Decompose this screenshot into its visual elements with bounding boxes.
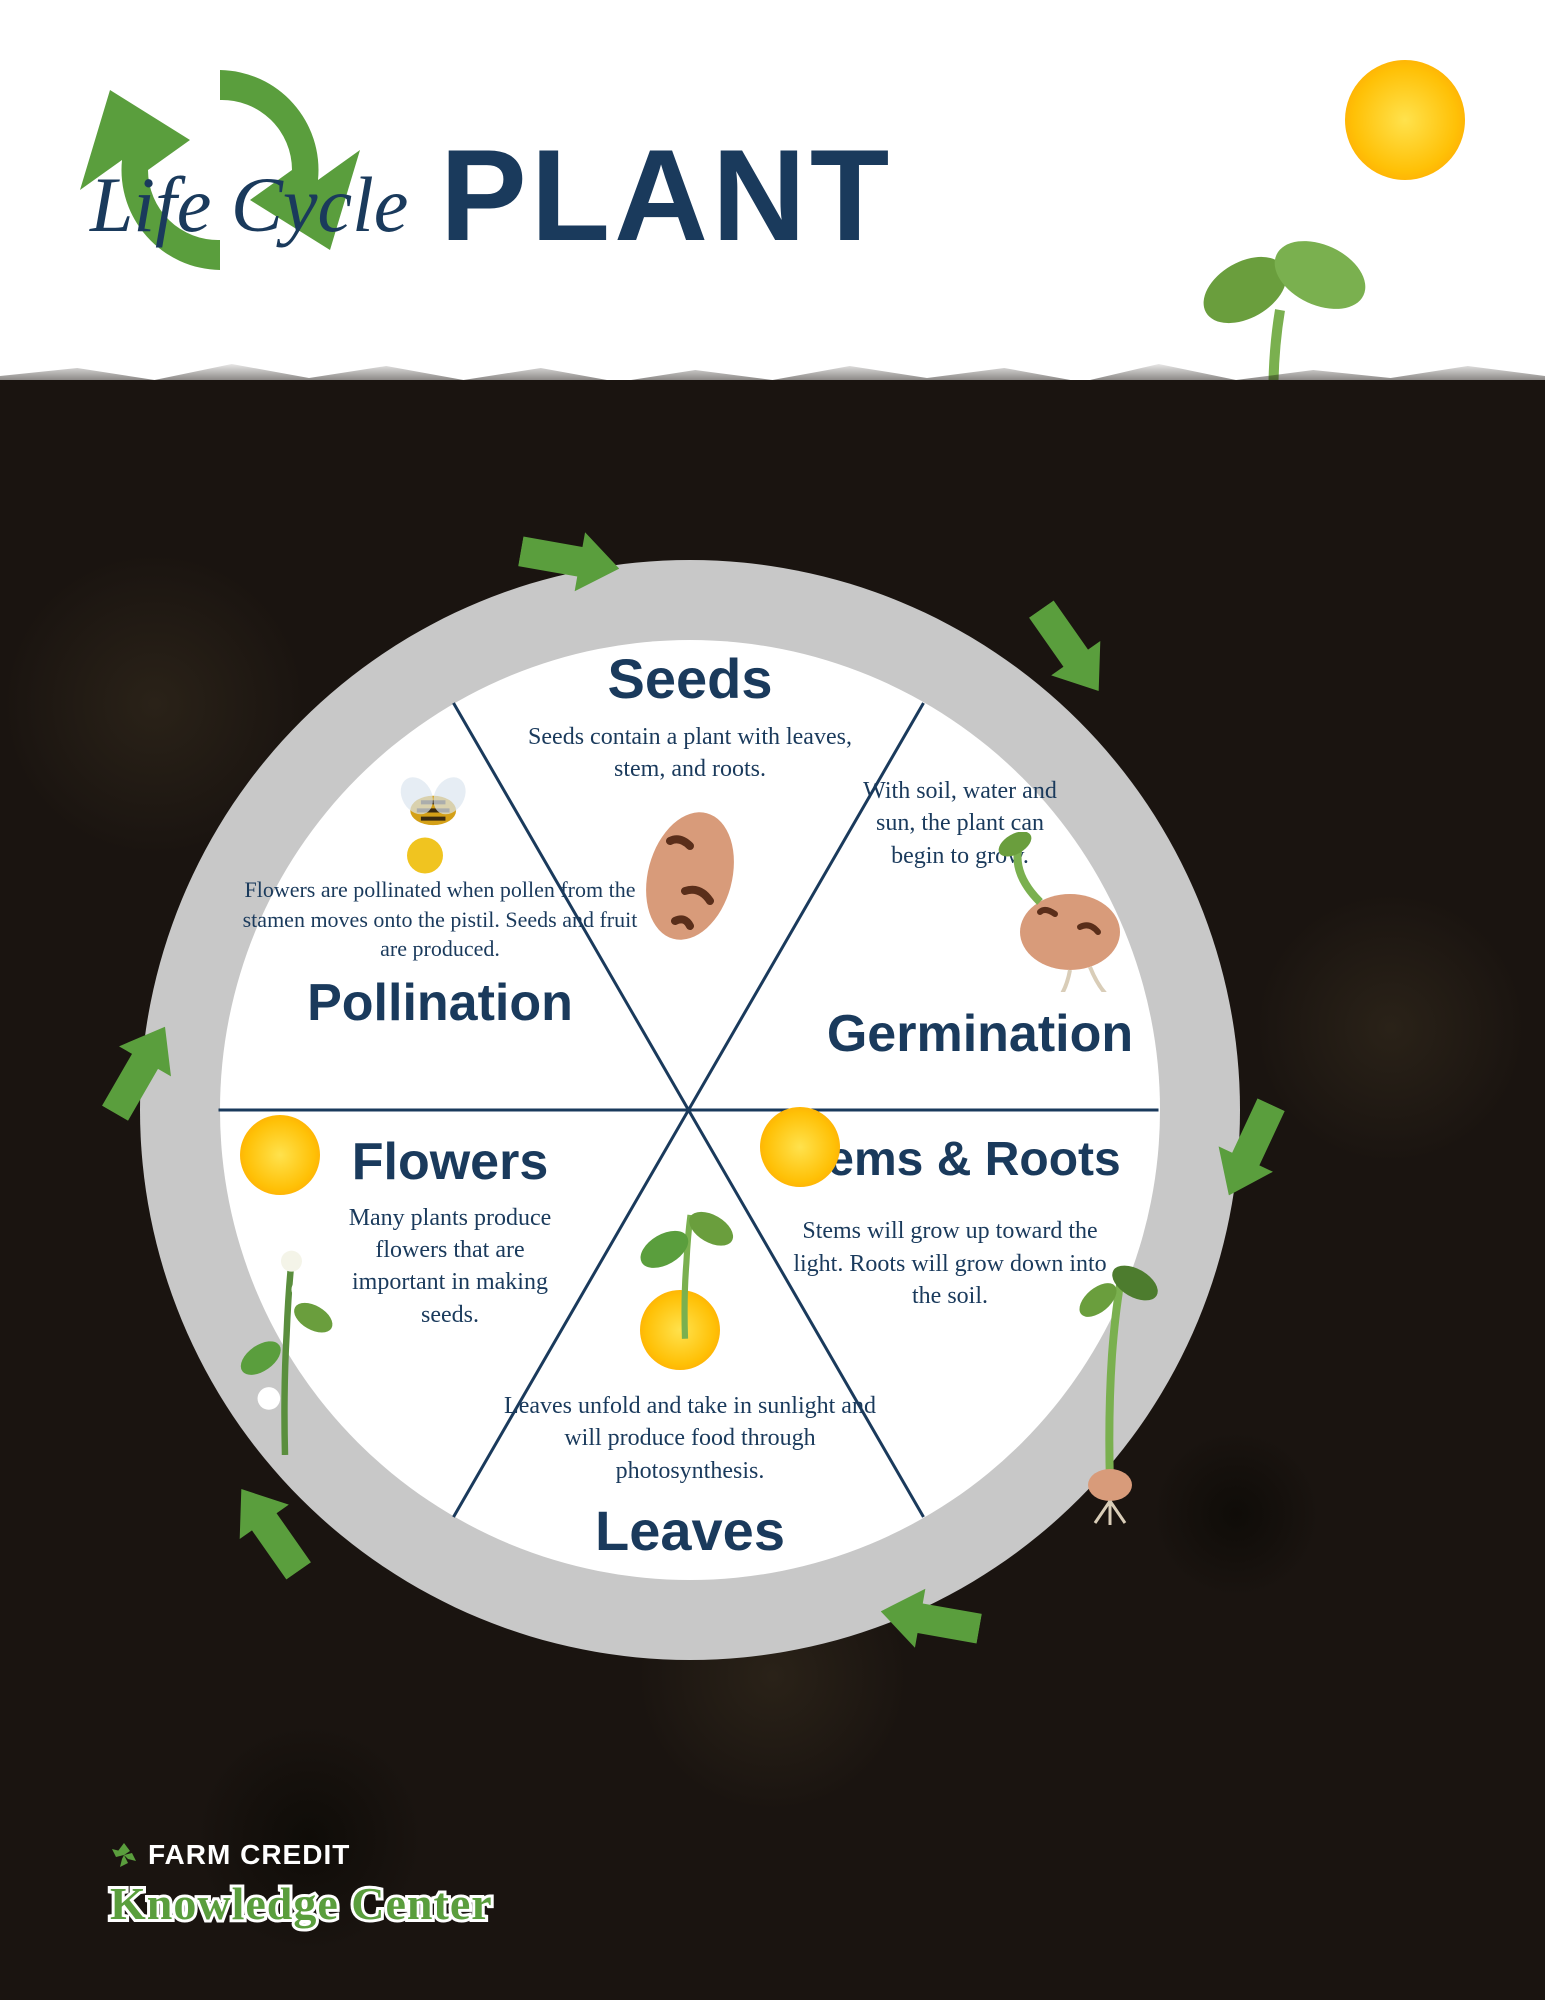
sun-icon	[240, 1115, 320, 1195]
section-desc: Flowers are pollinated when pollen from …	[240, 875, 640, 964]
page-title: PLANT	[440, 120, 893, 270]
section-desc: Leaves unfold and take in sunlight and w…	[490, 1390, 890, 1487]
sprouting-seed-icon	[970, 832, 1150, 992]
wheel-divider	[689, 1109, 1159, 1112]
farm-credit-brand: FARM CREDIT	[110, 1839, 493, 1871]
section-stems-roots: Stems & Roots Stems will grow up toward …	[740, 1135, 1160, 1313]
cycle-arrow-icon	[876, 1582, 985, 1658]
knowledge-center-text: Knowledge Center	[110, 1877, 493, 1930]
section-leaves: Leaves unfold and take in sunlight and w…	[490, 1320, 890, 1573]
footer-logo: FARM CREDIT Knowledge Center	[110, 1839, 493, 1930]
bean-seed-icon	[630, 801, 750, 951]
section-pollination: Flowers are pollinated when pollen from …	[240, 760, 640, 1043]
wheel-divider	[219, 1109, 689, 1112]
life-cycle-wheel: Seeds Seeds contain a plant with leaves,…	[140, 560, 1240, 1660]
leaf-sprout-icon	[630, 1200, 740, 1340]
clover-icon	[110, 1841, 138, 1869]
life-cycle-badge: Life Cycle	[60, 40, 380, 300]
section-flowers: Flowers Many plants produce flowers that…	[280, 1125, 620, 1331]
section-germination: With soil, water and sun, the plant can …	[790, 775, 1170, 1074]
section-title: Seeds	[500, 650, 880, 709]
section-title: Germination	[790, 1007, 1170, 1062]
life-cycle-text: Life Cycle	[90, 160, 408, 250]
flower-bud-icon	[220, 1245, 350, 1455]
farm-credit-text: FARM CREDIT	[148, 1839, 350, 1871]
section-title: Pollination	[240, 976, 640, 1031]
section-desc: Many plants produce flowers that are imp…	[330, 1202, 570, 1332]
sun-icon	[1345, 60, 1465, 180]
seedling-roots-icon	[1040, 1265, 1180, 1525]
sun-icon	[760, 1107, 840, 1187]
section-title: Flowers	[280, 1135, 620, 1190]
section-title: Leaves	[490, 1502, 890, 1561]
